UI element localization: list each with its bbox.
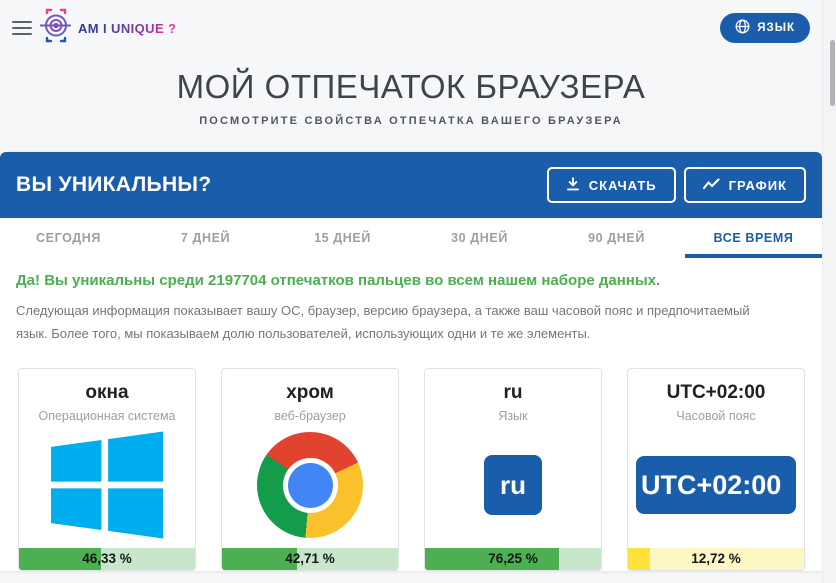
usage-percent: 76,25 % (488, 551, 538, 566)
fingerprint-logo-icon (39, 8, 72, 49)
card-subtitle: Часовой пояс (676, 408, 756, 423)
card-title: хром (286, 381, 334, 403)
usage-progress-bar: 12,72 % (628, 547, 804, 570)
globe-icon (735, 19, 750, 37)
usage-progress-bar: 46,33 % (19, 547, 195, 570)
download-button[interactable]: СКАЧАТЬ (546, 167, 676, 203)
panel-description: Следующая информация показывает вашу ОС,… (16, 303, 750, 341)
scrollbar-thumb[interactable] (830, 40, 835, 106)
language-button[interactable]: ЯЗЫК (720, 13, 810, 43)
language-button-label: ЯЗЫК (757, 22, 795, 34)
timezone-badge-icon: UTC+02:00 (628, 423, 804, 570)
card-title: UTC+02:00 (666, 381, 766, 403)
brand-name: AM I UNIQUE ? (78, 20, 177, 36)
panel-title: ВЫ УНИКАЛЬНЫ? (16, 173, 212, 196)
card-web-browser: хром веб-браузер 42,71 % (221, 367, 399, 571)
progress-fill (628, 547, 651, 570)
uniqueness-result-message: Да! Вы уникальны среди 2197704 отпечатко… (16, 272, 661, 289)
card-title: ru (503, 381, 523, 403)
card-operating-system: окна Операционная система (18, 367, 196, 571)
progress-fill (222, 547, 298, 570)
usage-percent: 46,33 % (82, 551, 132, 566)
timezone-badge-text: UTC+02:00 (636, 456, 796, 514)
tab-90-days[interactable]: 90 ДНЕЙ (588, 231, 645, 245)
usage-progress-bar: 42,71 % (222, 547, 398, 570)
progress-fill (19, 547, 101, 570)
card-timezone: UTC+02:00 Часовой пояс UTC+02:00 12,72 % (627, 367, 805, 571)
menu-icon[interactable] (12, 20, 32, 36)
tab-all-time[interactable]: ВСЕ ВРЕМЯ (685, 218, 822, 258)
language-badge-icon: ru (425, 423, 601, 570)
usage-progress-bar: 76,25 % (425, 547, 601, 570)
language-badge-text: ru (484, 455, 542, 515)
tab-15-days[interactable]: 15 ДНЕЙ (314, 231, 371, 245)
chrome-logo-icon (222, 423, 398, 570)
tab-7-days[interactable]: 7 ДНЕЙ (180, 231, 231, 245)
chart-button-label: ГРАФИК (728, 177, 787, 193)
chart-button[interactable]: ГРАФИК (683, 167, 806, 203)
attribute-cards: окна Операционная система (0, 346, 822, 571)
usage-percent: 42,71 % (285, 551, 335, 566)
tab-today[interactable]: СЕГОДНЯ (36, 231, 101, 245)
download-icon (566, 176, 580, 194)
card-subtitle: веб-браузер (274, 408, 346, 423)
page-title: МОЙ ОТПЕЧАТОК БРАУЗЕРА (176, 68, 646, 105)
card-subtitle: Язык (498, 408, 528, 423)
usage-percent: 12,72 % (691, 551, 741, 566)
card-language: ru Язык ru 76,25 % (424, 367, 602, 571)
hero-section: МОЙ ОТПЕЧАТОК БРАУЗЕРА ПОСМОТРИТЕ СВОЙСТ… (0, 68, 822, 127)
download-button-label: СКАЧАТЬ (588, 177, 657, 193)
card-title: окна (85, 381, 129, 403)
tab-30-days[interactable]: 30 ДНЕЙ (451, 231, 508, 245)
uniqueness-panel: ВЫ УНИКАЛЬНЫ? СКАЧАТЬ (0, 152, 822, 571)
panel-header: ВЫ УНИКАЛЬНЫ? СКАЧАТЬ (0, 152, 822, 218)
windows-logo-icon (19, 423, 195, 570)
brand-logo[interactable]: AM I UNIQUE ? (39, 8, 177, 49)
progress-fill (425, 547, 560, 570)
line-chart-icon (702, 177, 720, 193)
top-bar: AM I UNIQUE ? ЯЗЫК (0, 0, 822, 56)
card-subtitle: Операционная система (38, 408, 176, 423)
page-subtitle: ПОСМОТРИТЕ СВОЙСТВА ОТПЕЧАТКА ВАШЕГО БРА… (199, 115, 623, 127)
time-range-tabs: СЕГОДНЯ 7 ДНЕЙ 15 ДНЕЙ 30 ДНЕЙ 90 ДНЕЙ В… (0, 218, 822, 258)
panel-body: СЕГОДНЯ 7 ДНЕЙ 15 ДНЕЙ 30 ДНЕЙ 90 ДНЕЙ В… (0, 218, 822, 571)
scrollbar[interactable] (822, 0, 836, 583)
